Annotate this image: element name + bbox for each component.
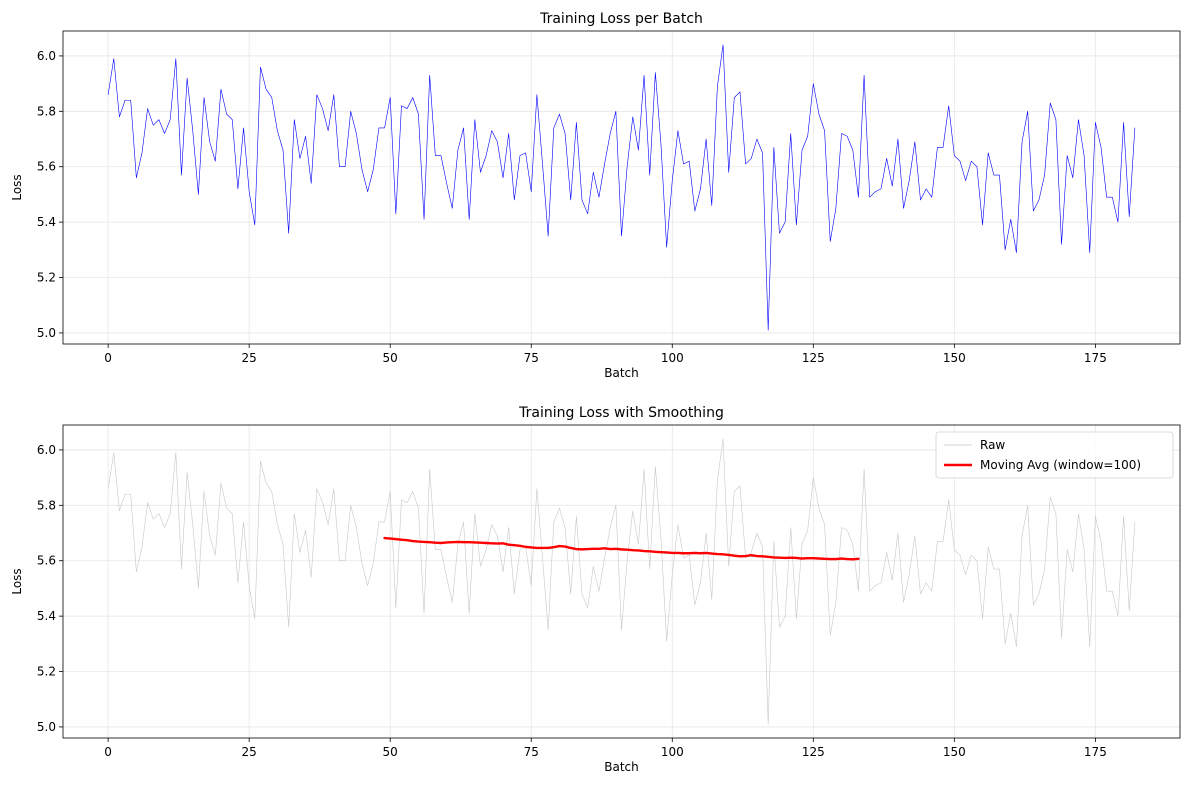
legend: Raw Moving Avg (window=100) bbox=[935, 431, 1174, 479]
x-tick-label: 150 bbox=[943, 351, 966, 365]
chart-title: Training Loss per Batch bbox=[539, 11, 703, 27]
x-tick-label: 175 bbox=[1084, 745, 1107, 759]
x-axis-label: Batch bbox=[604, 366, 639, 380]
x-axis-label: Batch bbox=[604, 760, 639, 774]
y-tick-label: 5.8 bbox=[37, 104, 56, 118]
x-tick-label: 100 bbox=[661, 351, 684, 365]
x-tick-label: 125 bbox=[802, 351, 825, 365]
x-tick-label: 150 bbox=[943, 745, 966, 759]
loss-smoothing-chart: 0 25 50 75 100 125 150 175 5.0 5.2 5.4 5.6 5.8 6.0 Tra… bbox=[10, 405, 1181, 774]
plot-area bbox=[63, 31, 1180, 344]
chart-title: Training Loss with Smoothing bbox=[518, 405, 724, 421]
y-tick-label: 5.0 bbox=[37, 720, 56, 734]
x-tick-label: 0 bbox=[104, 745, 112, 759]
y-tick-label: 6.0 bbox=[37, 49, 56, 63]
y-tick-label: 5.4 bbox=[37, 609, 56, 623]
x-tick-label: 75 bbox=[524, 745, 539, 759]
y-tick-label: 5.0 bbox=[37, 326, 56, 340]
x-tick-label: 25 bbox=[242, 745, 257, 759]
x-tick-label: 50 bbox=[383, 351, 398, 365]
y-tick-label: 5.8 bbox=[37, 498, 56, 512]
y-tick-label: 5.2 bbox=[37, 665, 56, 679]
x-tick-label: 75 bbox=[524, 351, 539, 365]
legend-label-moving-average: Moving Avg (window=100) bbox=[980, 458, 1141, 472]
x-tick-label: 100 bbox=[661, 745, 684, 759]
y-tick-label: 5.2 bbox=[37, 271, 56, 285]
raw-loss-line bbox=[107, 44, 1136, 331]
raw-loss-line bbox=[107, 438, 1136, 725]
x-tick-label: 25 bbox=[242, 351, 257, 365]
x-tick-label: 0 bbox=[104, 351, 112, 365]
x-tick-label: 125 bbox=[802, 745, 825, 759]
x-tick-label: 50 bbox=[383, 745, 398, 759]
legend-label-raw: Raw bbox=[980, 438, 1005, 452]
y-axis-label: Loss bbox=[10, 174, 24, 200]
y-tick-label: 5.6 bbox=[37, 160, 56, 174]
axes-frame bbox=[62, 30, 1181, 345]
y-tick-label: 5.6 bbox=[37, 554, 56, 568]
y-tick-label: 6.0 bbox=[37, 443, 56, 457]
y-tick-label: 5.4 bbox=[37, 215, 56, 229]
moving-average-line bbox=[383, 536, 860, 561]
loss-per-batch-chart: 0 25 50 75 100 125 150 175 5.0 5.2 5.4 5.6 5.8 6.0 Tra… bbox=[10, 11, 1181, 380]
legend-box bbox=[935, 431, 1174, 479]
axes-frame bbox=[62, 424, 1181, 739]
y-axis-label: Loss bbox=[10, 568, 24, 594]
x-tick-label: 175 bbox=[1084, 351, 1107, 365]
